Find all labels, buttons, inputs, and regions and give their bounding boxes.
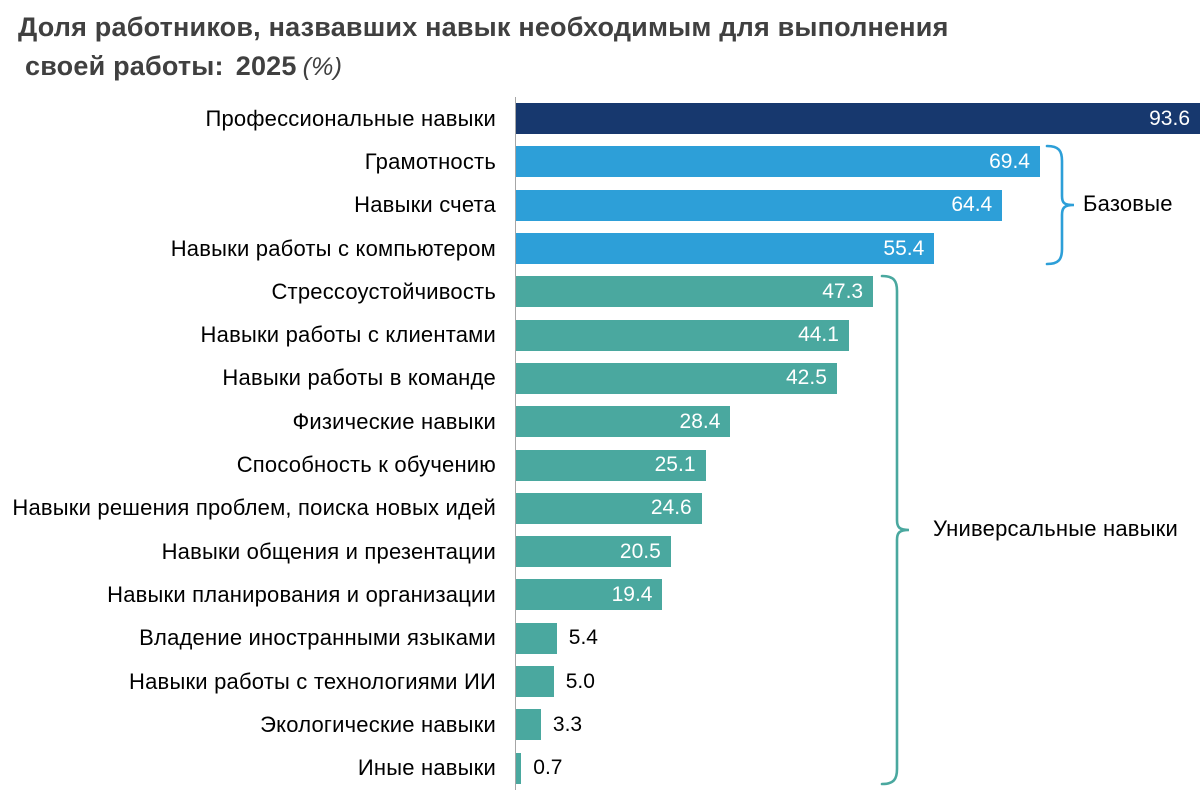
bar-universal <box>516 536 671 568</box>
value-label: 42.5 <box>786 366 827 390</box>
bar-basic <box>516 146 1040 178</box>
bar-area: 25.1 <box>516 449 1200 481</box>
bar-area: 3.3 <box>516 709 1200 741</box>
category-label: Навыки планирования и организации <box>107 581 496 607</box>
bar-basic <box>516 189 1003 221</box>
category-label: Владение иностранными языками <box>139 625 496 651</box>
bar-professional <box>516 103 1200 135</box>
value-label: 93.6 <box>1149 106 1190 130</box>
category-label: Стрессоустойчивость <box>271 278 496 304</box>
basic-skills-label: Базовые <box>1083 191 1173 216</box>
chart-row: Навыки работы с компьютером 55.4 <box>0 227 1200 270</box>
chart-title-unit: (%) <box>302 53 343 81</box>
value-label: 19.4 <box>611 582 653 606</box>
category-label: Навыки работы в команде <box>222 365 496 391</box>
bar-area: 19.4 <box>516 579 1200 611</box>
bar-universal <box>516 752 522 784</box>
universal-skills-label: Универсальные навыки <box>933 516 1178 541</box>
chart-row: Навыки решения проблем, поиска новых иде… <box>0 487 1200 530</box>
bar-area: 20.5 <box>516 536 1200 568</box>
value-label: 64.4 <box>951 193 993 217</box>
category-label: Навыки счета <box>354 192 496 218</box>
bar-universal <box>516 492 702 524</box>
bar-universal <box>516 276 874 308</box>
category-label: Навыки общения и презентации <box>161 538 496 564</box>
chart-row: Навыки планирования и организации 19.4 <box>0 573 1200 616</box>
value-label: 3.3 <box>552 712 583 736</box>
category-label: Навыки работы с клиентами <box>200 322 496 348</box>
chart-row: Навыки счета 64.4 <box>0 184 1200 227</box>
bar-basic <box>516 233 935 265</box>
bar-area: 0.7 <box>516 752 1200 784</box>
value-label: 44.1 <box>798 323 839 347</box>
chart-row: Экологические навыки 3.3 <box>0 703 1200 746</box>
bar-rows: Профессиональные навыки 93.6 Грамотность 69… <box>0 97 1200 790</box>
category-label: Профессиональные навыки <box>205 105 496 131</box>
bar-universal <box>516 709 541 741</box>
chart-row: Навыки работы с технологиями ИИ 5.0 <box>0 660 1200 703</box>
bar-universal <box>516 579 663 611</box>
chart-title-line2: своей работы: 2025 (%) <box>18 47 949 87</box>
chart-row: Навыки работы с клиентами 44.1 <box>0 313 1200 356</box>
bar-area: 28.4 <box>516 406 1200 438</box>
chart-row: Грамотность 69.4 <box>0 140 1200 183</box>
value-label: 55.4 <box>883 236 925 260</box>
value-label: 20.5 <box>619 539 661 563</box>
bar-area: 69.4 <box>516 146 1200 178</box>
bar-area: 44.1 <box>516 319 1200 351</box>
category-label: Экологические навыки <box>260 711 496 737</box>
category-label: Навыки работы с компьютером <box>170 235 496 261</box>
bar-area: 47.3 <box>516 276 1200 308</box>
bar-universal <box>516 449 706 481</box>
bar-area: 55.4 <box>516 233 1200 265</box>
category-label: Способность к обучению <box>236 452 496 478</box>
chart-row: Физические навыки 28.4 <box>0 400 1200 443</box>
category-label: Иные навыки <box>357 755 496 781</box>
chart-title-line2-text: своей работы: <box>25 51 224 81</box>
bar-area: 5.0 <box>516 666 1200 697</box>
bar-universal <box>516 622 557 654</box>
chart-row: Навыки работы в команде 42.5 <box>0 357 1200 400</box>
category-label: Навыки решения проблем, поиска новых иде… <box>12 495 496 521</box>
category-label: Физические навыки <box>292 408 496 434</box>
category-label: Грамотность <box>364 148 496 174</box>
chart-title-year: 2025 <box>235 51 297 81</box>
value-label: 5.0 <box>565 669 595 693</box>
value-label: 25.1 <box>654 453 696 477</box>
chart-row: Стрессоустойчивость 47.3 <box>0 270 1200 313</box>
value-label: 28.4 <box>679 409 721 433</box>
bar-area: 42.5 <box>516 362 1200 394</box>
chart-row: Способность к обучению 25.1 <box>0 443 1200 486</box>
category-label: Навыки работы с технологиями ИИ <box>129 668 496 694</box>
bar-universal <box>516 319 849 351</box>
chart-title-line1: Доля работников, назвавших навык необход… <box>18 12 949 42</box>
bar-universal <box>516 362 837 394</box>
chart-title: Доля работников, назвавших навык необход… <box>18 8 949 87</box>
bar-area: 24.6 <box>516 492 1200 524</box>
chart-row: Иные навыки 0.7 <box>0 746 1200 789</box>
bar-universal <box>516 666 554 697</box>
value-label: 24.6 <box>650 496 692 520</box>
bar-area: 64.4 <box>516 189 1200 221</box>
bar-area: 93.6 <box>516 103 1200 135</box>
value-label: 0.7 <box>533 756 563 780</box>
bar-area: 5.4 <box>516 622 1200 654</box>
chart-row: Профессиональные навыки 93.6 <box>0 97 1200 140</box>
bar-universal <box>516 406 731 438</box>
value-label: 5.4 <box>568 626 598 650</box>
value-label: 69.4 <box>989 149 1030 173</box>
value-label: 47.3 <box>822 279 864 303</box>
axis-line <box>515 97 516 790</box>
chart-row: Владение иностранными языками 5.4 <box>0 617 1200 660</box>
chart-row: Навыки общения и презентации 20.5 <box>0 530 1200 573</box>
